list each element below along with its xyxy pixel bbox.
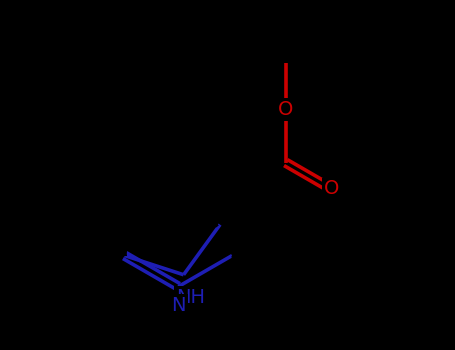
Text: O: O <box>324 180 339 198</box>
Text: O: O <box>278 100 293 119</box>
Text: N: N <box>171 296 186 315</box>
Text: NH: NH <box>177 288 205 307</box>
